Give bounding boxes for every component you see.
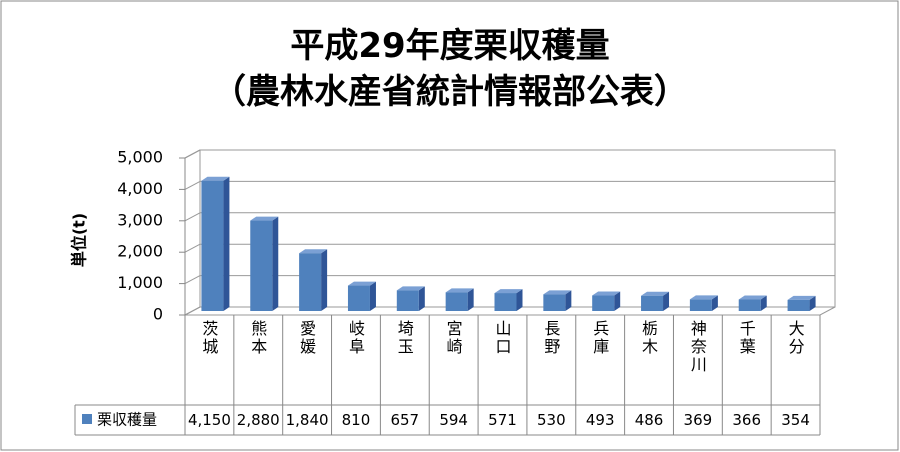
bar-side	[516, 289, 523, 311]
bar-side	[711, 295, 718, 311]
bar-top	[738, 295, 767, 300]
back-wall	[199, 149, 836, 308]
bar	[543, 294, 566, 311]
bar-side	[418, 286, 425, 311]
y-tick-label: 2,000	[117, 242, 163, 261]
bar-top	[494, 289, 523, 294]
bar-top	[689, 295, 718, 300]
grid-line-side	[184, 243, 201, 253]
bar	[347, 285, 370, 311]
bar-side	[223, 176, 230, 311]
bar-side	[369, 281, 376, 311]
bar-top	[347, 281, 376, 286]
bar	[738, 299, 761, 311]
data-label: 571	[488, 411, 517, 429]
y-tick-label: 3,000	[117, 210, 163, 229]
bar	[689, 299, 712, 311]
x-tick-label: 千葉	[736, 320, 756, 356]
data-label: 2,880	[236, 411, 280, 429]
x-tick-label: 大分	[785, 320, 805, 356]
x-tick-label: 熊本	[248, 320, 268, 356]
data-label: 493	[585, 411, 615, 429]
grid-line-side	[184, 212, 201, 222]
x-tick-label: 宮崎	[443, 320, 463, 356]
data-label: 594	[439, 411, 468, 429]
data-label: 1,840	[285, 411, 329, 429]
bar-side	[760, 295, 767, 311]
x-tick-label: 栃木	[639, 320, 659, 356]
data-label: 530	[537, 411, 566, 429]
bar-top	[201, 176, 230, 181]
legend-label: 栗収穫量	[97, 411, 157, 429]
bar	[787, 299, 810, 311]
x-tick-label: 神奈川	[687, 320, 707, 374]
bar-top	[445, 288, 474, 293]
bar	[494, 293, 517, 311]
bar-top	[396, 286, 425, 291]
bar-top	[592, 291, 621, 296]
grid-line-side	[184, 306, 201, 316]
x-tick-label: 兵庫	[590, 320, 610, 356]
x-tick-label: 埼玉	[394, 320, 414, 356]
bar	[396, 290, 419, 311]
bar-top	[787, 295, 816, 300]
bar-top	[543, 290, 572, 295]
bar-side	[467, 288, 474, 311]
data-label: 486	[634, 411, 664, 429]
bar-side	[565, 290, 572, 311]
chart-title: 平成29年度栗収穫量	[290, 26, 610, 66]
y-axis-label: 単位(t)	[70, 213, 89, 267]
legend-swatch	[82, 414, 92, 424]
data-label: 810	[341, 411, 371, 429]
data-label: 657	[390, 411, 420, 429]
bar-top	[641, 291, 670, 296]
grid-line-side	[184, 180, 201, 190]
data-label: 369	[683, 411, 713, 429]
bar	[250, 220, 273, 311]
bar-side	[663, 291, 670, 311]
x-tick-label: 岐阜	[345, 320, 365, 356]
y-tick-label: 5,000	[117, 148, 163, 167]
bar-top	[250, 216, 279, 221]
y-tick-label: 1,000	[117, 273, 163, 292]
bar	[445, 292, 468, 311]
bar	[641, 295, 664, 311]
y-tick-label: 4,000	[117, 179, 163, 198]
bar	[592, 295, 615, 311]
bar-side	[614, 291, 621, 311]
bar	[201, 180, 224, 311]
bar-side	[809, 295, 816, 311]
x-tick-label: 愛媛	[297, 320, 317, 356]
chart-subtitle: （農林水産省統計情報部公表）	[212, 72, 688, 112]
data-label: 366	[732, 411, 762, 429]
bar-top	[299, 249, 328, 254]
data-label: 4,150	[187, 411, 231, 429]
bar-side	[321, 249, 328, 311]
grid-line-side	[184, 275, 201, 285]
bar	[299, 253, 322, 311]
x-tick-label: 山口	[492, 320, 512, 356]
x-tick-label: 長野	[541, 320, 561, 356]
data-label: 354	[781, 411, 810, 429]
side-wall-top	[184, 149, 201, 159]
x-tick-label: 茨城	[199, 320, 219, 356]
bar-side	[272, 216, 279, 311]
y-tick-label: 0	[153, 305, 163, 324]
